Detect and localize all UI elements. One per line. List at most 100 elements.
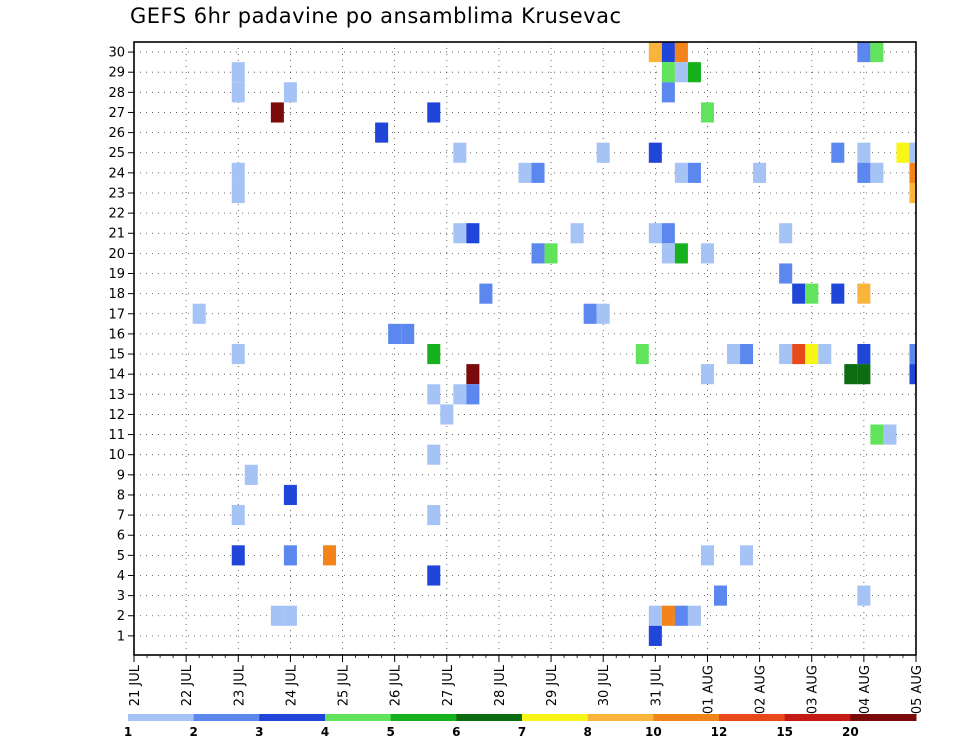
precip-cell: [453, 384, 467, 405]
legend-label: 6: [452, 725, 460, 739]
precip-cell: [779, 343, 793, 365]
precipitation-cells: [192, 42, 916, 646]
precip-cell: [661, 223, 675, 244]
y-tick-label: 2: [117, 609, 125, 624]
precip-cell: [479, 283, 493, 304]
precip-cell: [909, 364, 916, 385]
y-tick-label: 3: [117, 589, 125, 604]
y-tick-label: 21: [108, 227, 125, 242]
legend-label: 5: [386, 725, 394, 739]
precip-cell: [466, 364, 480, 385]
precip-cell: [375, 122, 389, 143]
precip-cell: [700, 364, 714, 385]
y-tick-label: 14: [108, 368, 125, 383]
precip-cell: [231, 62, 245, 83]
precip-cell: [792, 283, 806, 304]
precip-cell: [870, 424, 884, 445]
precip-cell: [713, 585, 728, 606]
precip-cell: [596, 303, 610, 324]
precip-cell: [531, 162, 545, 183]
y-tick-label: 27: [108, 106, 125, 121]
legend-swatch: [390, 714, 457, 721]
legend-label: 10: [645, 725, 662, 739]
precip-cell: [805, 283, 819, 304]
legend-label: 15: [776, 725, 793, 739]
legend-swatch: [128, 714, 195, 721]
precip-cell: [661, 605, 675, 626]
precip-cell: [231, 162, 245, 183]
x-tick-label: 28 JUL: [493, 664, 508, 706]
legend-label: 4: [321, 725, 329, 739]
legend-swatch: [587, 714, 654, 721]
legend-swatch: [325, 714, 392, 721]
x-tick-label: 02 AUG: [754, 665, 769, 714]
precip-cell: [857, 162, 871, 183]
precip-cell: [388, 323, 402, 344]
precip-cell: [909, 142, 916, 163]
precip-cell: [687, 62, 701, 83]
precip-cell: [674, 42, 688, 63]
precip-cell: [427, 384, 441, 405]
precip-cell: [518, 162, 532, 183]
y-tick-label: 8: [117, 488, 125, 503]
y-tick-label: 10: [108, 448, 125, 463]
precip-cell: [857, 585, 871, 606]
y-tick-label: 24: [108, 166, 125, 181]
y-tick-label: 11: [108, 428, 125, 443]
x-tick-label: 23 JUL: [232, 664, 247, 706]
x-tick-label: 27 JUL: [441, 664, 456, 706]
precip-cell: [596, 142, 610, 163]
y-tick-label: 19: [108, 267, 125, 282]
precip-cell: [687, 162, 701, 183]
precip-cell: [727, 343, 741, 365]
x-tick-label: 01 AUG: [701, 665, 716, 714]
precip-cell: [740, 343, 754, 365]
precip-cell: [661, 62, 675, 83]
precip-cell: [779, 263, 793, 284]
precip-cell: [857, 142, 871, 163]
precip-cell: [674, 605, 688, 626]
legend-swatch: [522, 714, 589, 721]
legend-swatch: [259, 714, 326, 721]
legend-swatch: [850, 714, 917, 721]
precip-cell: [648, 625, 662, 646]
x-tick-label: 25 JUL: [337, 664, 352, 706]
precip-cell: [870, 162, 884, 183]
precip-cell: [883, 424, 897, 445]
precip-cell: [857, 364, 871, 385]
precip-cell: [674, 243, 688, 264]
legend-swatch: [456, 714, 523, 721]
precip-cell: [192, 303, 206, 324]
legend-swatch: [719, 714, 786, 721]
precip-cell: [661, 82, 675, 103]
precip-cell: [244, 464, 258, 485]
legend-label: 7: [518, 725, 526, 739]
x-tick-label: 31 JUL: [649, 664, 664, 706]
precip-cell: [661, 243, 675, 264]
precip-cell: [466, 223, 480, 244]
precip-cell: [453, 142, 467, 163]
precip-cell: [270, 102, 284, 123]
precip-cell: [427, 505, 441, 526]
precip-cell: [792, 343, 806, 365]
precip-cell: [231, 505, 245, 526]
y-tick-label: 12: [108, 408, 125, 423]
precip-cell: [818, 343, 832, 365]
precip-cell: [661, 42, 675, 63]
precip-cell: [583, 303, 597, 324]
y-tick-label: 15: [108, 348, 125, 363]
y-tick-label: 30: [108, 46, 125, 61]
x-tick-label: 29 JUL: [545, 664, 560, 706]
precip-cell: [283, 82, 297, 103]
y-tick-label: 6: [117, 529, 125, 544]
y-tick-label: 5: [117, 549, 125, 564]
y-tick-label: 26: [108, 126, 125, 141]
precip-cell: [687, 605, 701, 626]
x-tick-label: 24 JUL: [284, 664, 299, 706]
precip-cell: [466, 384, 480, 405]
precip-cell: [909, 182, 916, 204]
y-tick-label: 18: [108, 287, 125, 302]
x-tick-label: 04 AUG: [858, 665, 873, 714]
precip-cell: [896, 142, 910, 163]
